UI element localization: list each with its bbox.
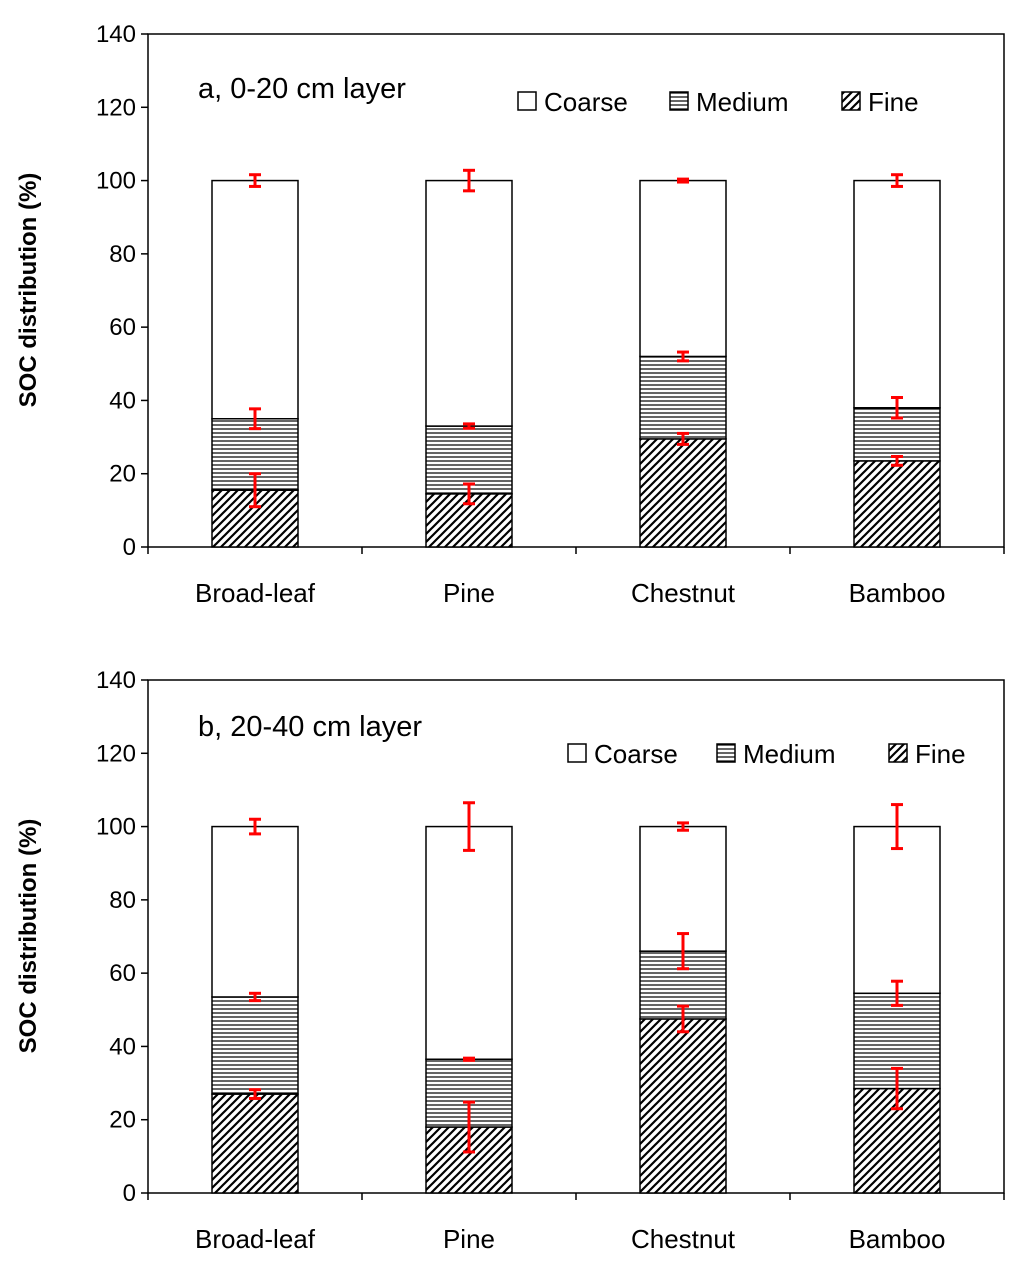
error-bar-coarse-broad-leaf bbox=[249, 173, 261, 188]
y-tick-label: 60 bbox=[109, 960, 136, 987]
legend-swatch-fine bbox=[841, 91, 861, 111]
bar-medium-broad-leaf bbox=[211, 996, 299, 1095]
error-bar-medium-chestnut bbox=[677, 350, 689, 363]
legend-swatch-fine bbox=[888, 743, 908, 763]
error-bar-fine-bamboo bbox=[891, 454, 903, 467]
legend: Coarse Medium Fine bbox=[567, 739, 966, 769]
error-bar-medium-pine bbox=[463, 422, 475, 430]
error-bar-coarse-broad-leaf bbox=[249, 817, 261, 836]
y-tick-label: 60 bbox=[109, 314, 136, 341]
error-bar-medium-broad-leaf bbox=[249, 991, 261, 1003]
bar-coarse-broad-leaf bbox=[211, 825, 299, 998]
bar-medium-chestnut bbox=[639, 355, 727, 440]
error-bar-fine-pine bbox=[463, 482, 475, 506]
legend-label-fine: Fine bbox=[915, 739, 966, 769]
bar-coarse-broad-leaf bbox=[211, 179, 299, 420]
x-category-label: Bamboo bbox=[849, 1224, 946, 1254]
chart-panel-a: SOC distribution (%) a, 0-20 cm layer Co… bbox=[15, 21, 1005, 608]
error-bar-fine-pine bbox=[463, 1100, 475, 1154]
legend-label-medium: Medium bbox=[743, 739, 835, 769]
error-bar-medium-bamboo bbox=[891, 979, 903, 1007]
bar-fine-chestnut bbox=[639, 1018, 727, 1194]
y-tick-label: 100 bbox=[96, 168, 136, 195]
y-tick-label: 80 bbox=[109, 241, 136, 268]
y-tick-label: 140 bbox=[96, 21, 136, 48]
error-bar-coarse-chestnut bbox=[677, 821, 689, 832]
error-bar-coarse-bamboo bbox=[891, 173, 903, 188]
bar-coarse-bamboo bbox=[853, 825, 941, 995]
chart-panel-b: SOC distribution (%) b, 20-40 cm layer C… bbox=[15, 667, 1005, 1254]
y-tick-label: 0 bbox=[123, 1180, 136, 1207]
bar-coarse-bamboo bbox=[853, 179, 941, 409]
legend-label-medium: Medium bbox=[696, 87, 788, 117]
error-bar-medium-broad-leaf bbox=[249, 407, 261, 431]
legend-swatch-medium bbox=[669, 91, 689, 111]
x-category-label: Pine bbox=[443, 1224, 495, 1254]
legend-label-coarse: Coarse bbox=[594, 739, 678, 769]
y-tick-label: 100 bbox=[96, 814, 136, 841]
x-category-label: Pine bbox=[443, 578, 495, 608]
error-bar-fine-broad-leaf bbox=[249, 1088, 261, 1100]
error-bar-coarse-pine bbox=[463, 168, 475, 193]
error-bar-coarse-pine bbox=[463, 801, 475, 852]
legend-label-coarse: Coarse bbox=[544, 87, 628, 117]
error-bar-coarse-bamboo bbox=[891, 803, 903, 851]
error-bar-fine-chestnut bbox=[677, 1004, 689, 1034]
error-bar-medium-pine bbox=[463, 1056, 475, 1062]
error-bar-medium-chestnut bbox=[677, 932, 689, 971]
y-tick-label: 80 bbox=[109, 887, 136, 914]
chart-title: a, 0-20 cm layer bbox=[198, 73, 406, 105]
error-bar-fine-broad-leaf bbox=[249, 472, 261, 509]
x-category-label: Broad-leaf bbox=[195, 578, 316, 608]
bar-coarse-pine bbox=[425, 825, 513, 1061]
x-category-label: Chestnut bbox=[631, 1224, 736, 1254]
bar-coarse-chestnut bbox=[639, 825, 727, 952]
legend: Coarse Medium Fine bbox=[517, 87, 919, 117]
x-category-label: Bamboo bbox=[849, 578, 946, 608]
error-bar-coarse-chestnut bbox=[677, 177, 689, 184]
y-tick-label: 0 bbox=[123, 534, 136, 561]
error-bar-medium-bamboo bbox=[891, 395, 903, 420]
bar-coarse-chestnut bbox=[639, 179, 727, 358]
bar-fine-broad-leaf bbox=[211, 1093, 299, 1194]
legend-swatch-medium bbox=[716, 743, 736, 763]
legend-swatch-coarse bbox=[567, 743, 587, 763]
y-tick-label: 120 bbox=[96, 740, 136, 767]
bar-fine-bamboo bbox=[853, 460, 941, 548]
y-tick-label: 20 bbox=[109, 1107, 136, 1134]
error-bar-fine-chestnut bbox=[677, 431, 689, 446]
y-axis-label: SOC distribution (%) bbox=[15, 819, 42, 1054]
y-tick-label: 40 bbox=[109, 1033, 136, 1060]
x-category-label: Broad-leaf bbox=[195, 1224, 316, 1254]
y-tick-label: 40 bbox=[109, 387, 136, 414]
error-bar-fine-bamboo bbox=[891, 1066, 903, 1111]
y-tick-label: 20 bbox=[109, 461, 136, 488]
legend-label-fine: Fine bbox=[868, 87, 919, 117]
y-tick-label: 120 bbox=[96, 94, 136, 121]
bar-coarse-pine bbox=[425, 179, 513, 427]
bar-fine-chestnut bbox=[639, 438, 727, 548]
y-tick-label: 140 bbox=[96, 667, 136, 694]
chart-title: b, 20-40 cm layer bbox=[198, 711, 422, 743]
legend-swatch-coarse bbox=[517, 91, 537, 111]
x-category-label: Chestnut bbox=[631, 578, 736, 608]
y-axis-label: SOC distribution (%) bbox=[15, 173, 42, 408]
